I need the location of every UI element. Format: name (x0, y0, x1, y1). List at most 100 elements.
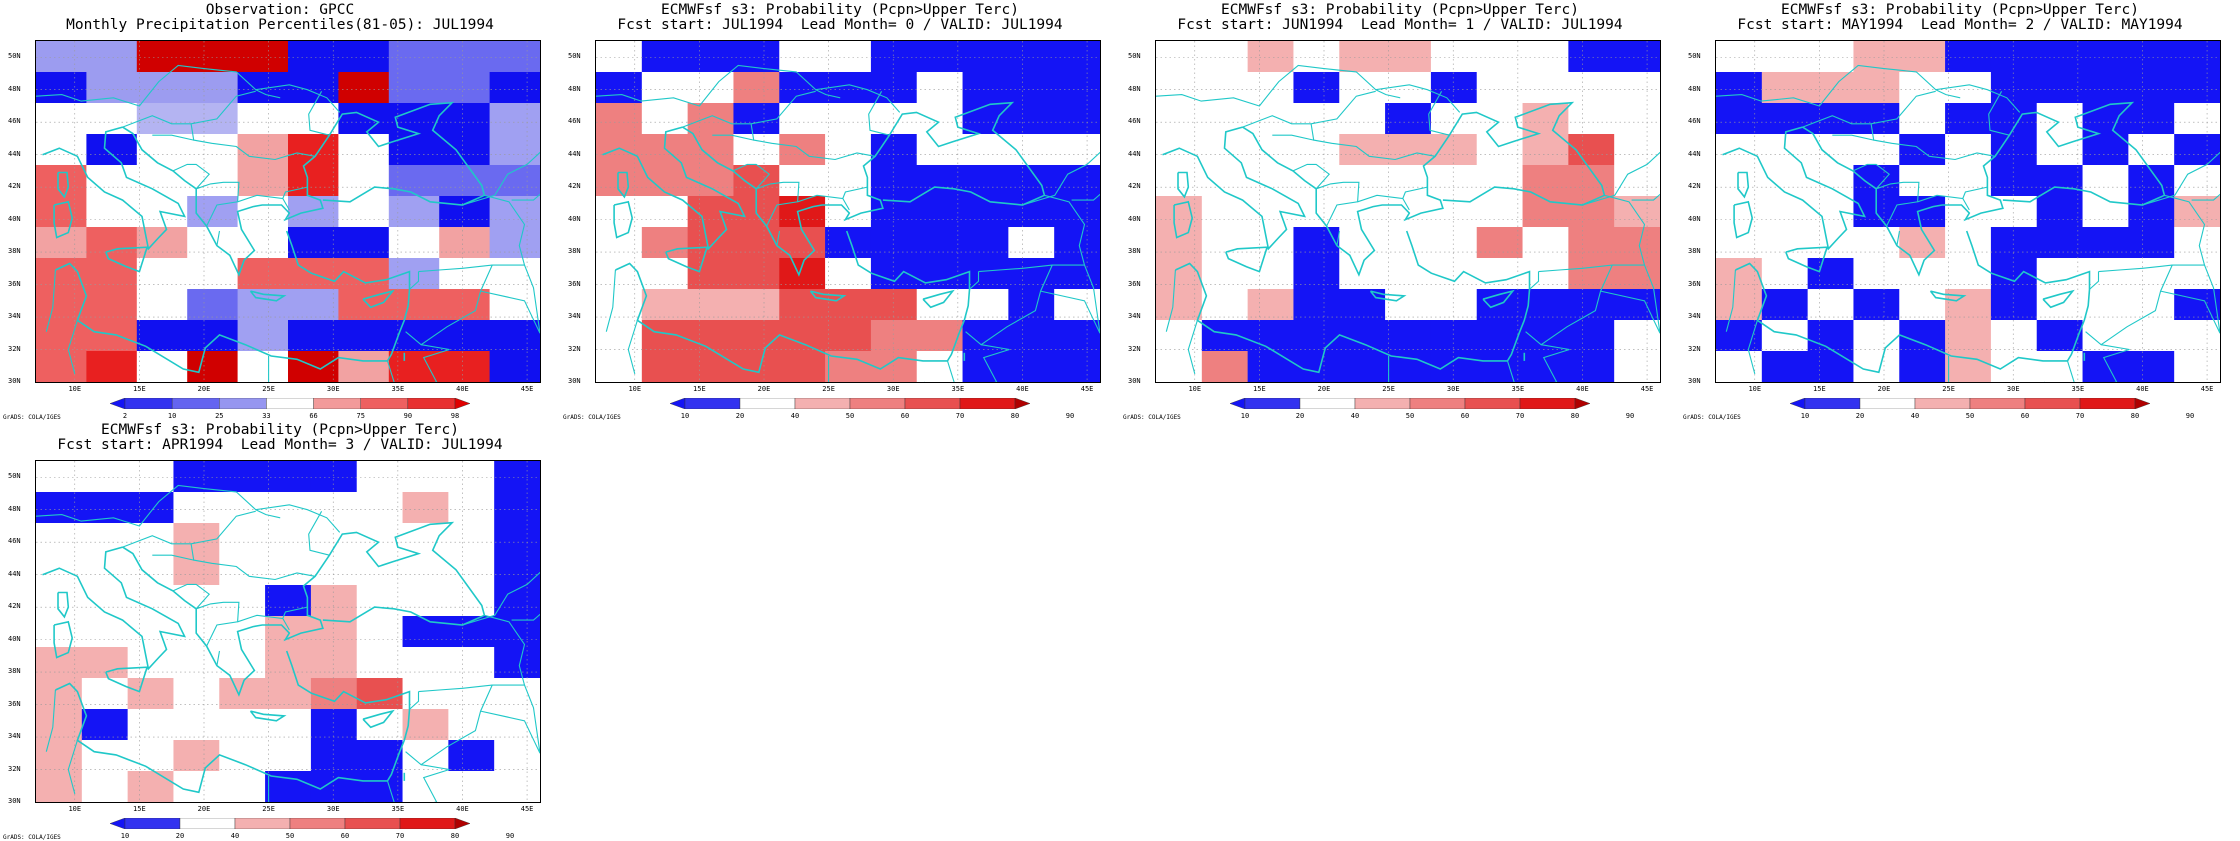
grid-cell (338, 320, 390, 352)
border-line (1529, 271, 1540, 290)
longitude-label: 35E (391, 385, 405, 393)
grid-cell (489, 196, 540, 228)
panel-lead-0: ECMWFsf s3: Probability (Pcpn>Upper Terc… (560, 0, 1120, 421)
border-line (1896, 230, 1901, 246)
grid-cell (2036, 134, 2084, 166)
grid-cell (2174, 103, 2220, 135)
grid-cell (2036, 320, 2084, 352)
grid-cell (310, 554, 358, 586)
grid-cell (237, 351, 289, 382)
grid-cell (1614, 289, 1660, 321)
grid-cell (596, 165, 643, 197)
grid-cell (596, 289, 643, 321)
grid-cell (1476, 134, 1524, 166)
map-area (595, 40, 1101, 383)
grid-cell (1716, 41, 1763, 73)
grid-cell (733, 320, 780, 352)
grid-cell (1430, 41, 1478, 73)
coastline (1405, 230, 1531, 362)
colorbar-label: 50 (845, 412, 855, 420)
grid-cell (1716, 196, 1763, 228)
border-line (815, 89, 841, 99)
colorbar-swatch (360, 398, 409, 409)
colorbar-swatch (1914, 398, 1971, 409)
border-line (282, 618, 290, 631)
colorbar-label: 40 (1910, 412, 1920, 420)
colorbar (110, 818, 470, 829)
longitude-label: 25E (262, 385, 275, 393)
border-line (1852, 163, 1891, 190)
grid-cell (1990, 103, 2038, 135)
border-line (1292, 163, 1331, 190)
latitude-label: 44N (8, 569, 21, 578)
grid-cell (1156, 41, 1203, 73)
coastline (1929, 290, 1967, 302)
grid-cell (173, 492, 220, 524)
coastline (1802, 101, 2166, 277)
grid-cell (1293, 72, 1340, 104)
grid-cell (338, 103, 390, 135)
latitude-label: 44N (1128, 149, 1141, 158)
grid-cell (687, 103, 735, 135)
grid-cell (1614, 196, 1660, 228)
colorbar (670, 398, 1030, 409)
grid-cell (356, 616, 404, 648)
grid-cell (1293, 320, 1340, 352)
colorbar-label: 90 (2185, 412, 2195, 420)
grid-cell (127, 492, 175, 524)
grid-cell (1385, 134, 1432, 166)
grid-cell (288, 41, 339, 73)
grid-cell (962, 103, 1009, 135)
grid-cell (2174, 320, 2220, 352)
grid-cell (1476, 196, 1524, 228)
coastline (1737, 171, 1750, 199)
grid-cell (439, 196, 491, 228)
grid-cell (1054, 227, 1100, 259)
border-line (67, 740, 78, 795)
colorbar-swatch (171, 398, 220, 409)
grid-cell (962, 351, 1009, 382)
latitude-label: 32N (568, 344, 581, 353)
grid-cell (2174, 165, 2220, 197)
border-line (596, 64, 901, 113)
grid-cell (825, 72, 872, 104)
grid-cell (86, 72, 138, 104)
grid-cell (1054, 258, 1100, 290)
colorbar-label: 60 (340, 832, 350, 840)
grid-cell (2082, 351, 2129, 382)
longitude-label: 25E (1382, 385, 1395, 393)
coastline (42, 126, 187, 251)
grid-cell (1008, 227, 1055, 259)
latitude-label: 40N (1688, 214, 1701, 223)
grid-cell (86, 320, 138, 352)
colorbar-swatch (124, 818, 181, 829)
grid-cell (219, 740, 266, 772)
grid-cell (219, 492, 266, 524)
grid-cell (36, 103, 87, 135)
border-line (2089, 271, 2100, 290)
grid-cell (825, 320, 872, 352)
longitude-label: 45E (520, 385, 534, 393)
grid-cell (1385, 227, 1432, 259)
coastline (2042, 289, 2075, 309)
grid-cell (1247, 196, 1295, 228)
grid-cell (1807, 134, 1855, 166)
colorbar-swatch (1790, 398, 1806, 409)
colorbar-swatch (234, 818, 291, 829)
grid-cell (187, 289, 239, 321)
panel-subtitle: Fcst start: JUN1994 Lead Month= 1 / VALI… (1177, 17, 1623, 33)
panel-title: ECMWFsf s3: Probability (Pcpn>Upper Terc… (1781, 2, 2139, 18)
grid-cell (1853, 103, 1900, 135)
colorbar-label: 2 (122, 412, 128, 420)
latitude-label: 48N (568, 84, 581, 93)
grid-cell (1339, 351, 1386, 382)
grid-cell (1807, 320, 1855, 352)
latitude-label: 30N (568, 377, 581, 385)
grid-cell (173, 523, 220, 555)
colorbar-swatch (1354, 398, 1411, 409)
grid-cell (1293, 289, 1340, 321)
grid-cell (1385, 103, 1432, 135)
coastline (1733, 200, 1754, 239)
grid-cell (219, 461, 266, 493)
grid-cell (2174, 227, 2220, 259)
